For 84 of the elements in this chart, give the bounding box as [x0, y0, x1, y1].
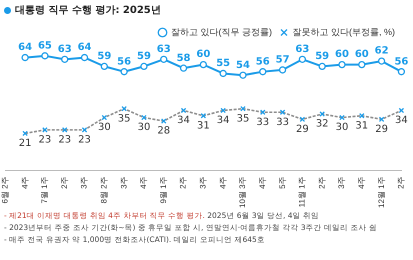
x-tick-label: 3주 — [80, 176, 89, 189]
data-label: 65 — [38, 40, 52, 52]
point — [21, 54, 29, 62]
x-tick-label: 5주 — [278, 176, 287, 189]
data-label: 23 — [58, 134, 72, 146]
data-label: 57 — [276, 54, 290, 66]
x-tick-label: 10월 3주 — [238, 176, 248, 208]
point — [160, 56, 168, 63]
legend-label: 잘못하고 있다(부정률, %) — [292, 26, 396, 37]
point — [80, 54, 88, 62]
x-tick-label: 2주 — [178, 176, 188, 189]
point — [378, 57, 386, 65]
data-label: 30 — [138, 122, 150, 134]
x-tick-label: 4주 — [139, 176, 148, 189]
x-tick-label: 4주 — [218, 176, 228, 189]
point — [140, 62, 148, 70]
data-label: 23 — [38, 134, 52, 146]
data-label: 34 — [395, 115, 408, 126]
data-label: 59 — [97, 50, 112, 62]
data-label: 33 — [256, 116, 270, 128]
point — [338, 60, 346, 68]
data-label: 60 — [196, 49, 210, 60]
data-label: 30 — [98, 122, 111, 134]
legend-label: 잘하고 있다(직무 긍정률) — [171, 26, 272, 37]
data-label: 21 — [18, 138, 32, 149]
data-label: 31 — [196, 120, 210, 132]
data-label: 30 — [336, 122, 348, 134]
x-tick-label: 6월 2주 — [0, 176, 10, 204]
point — [358, 60, 366, 68]
x-tick-label: 11월 1주 — [298, 176, 307, 208]
data-label: 55 — [216, 58, 230, 70]
data-label: 56 — [394, 56, 408, 68]
point — [200, 60, 207, 68]
data-label: 35 — [236, 113, 250, 124]
data-label: 59 — [315, 50, 330, 62]
data-label: 31 — [355, 120, 368, 132]
x-tick-label: 3주 — [198, 176, 208, 189]
data-label: 56 — [117, 56, 132, 68]
x-tick-label: 2주 — [317, 176, 326, 189]
data-label: 56 — [256, 56, 270, 68]
data-label: 63 — [156, 44, 171, 55]
x-tick-label: 2주 — [60, 176, 69, 189]
point — [259, 68, 266, 76]
data-label: 60 — [354, 49, 369, 60]
data-label: 62 — [374, 46, 389, 57]
x-tick-label: 3주 — [337, 176, 346, 189]
data-label: 29 — [296, 124, 309, 135]
data-label: 60 — [335, 49, 349, 60]
point — [278, 66, 286, 74]
data-label: 64 — [18, 42, 32, 54]
point — [398, 68, 406, 76]
data-label: 63 — [58, 44, 72, 55]
point — [220, 70, 227, 78]
x-tick-label: 12월 1주 — [376, 176, 386, 208]
data-label: 34 — [216, 115, 230, 126]
data-label: 64 — [78, 42, 92, 54]
chart-title: 대통령 직무 수행 평가: 2025년 — [15, 4, 161, 17]
point — [120, 68, 128, 76]
point — [239, 72, 247, 79]
data-label: 63 — [295, 44, 310, 55]
data-label: 59 — [136, 50, 151, 62]
point — [298, 56, 306, 63]
x-tick-label: 4주 — [20, 176, 30, 189]
point — [180, 64, 188, 72]
data-label: 32 — [316, 118, 329, 130]
x-tick-label: 4주 — [258, 176, 267, 189]
point — [100, 62, 108, 70]
point — [318, 62, 326, 70]
data-label: 29 — [375, 124, 388, 135]
x-tick-label: 8월 2주 — [100, 176, 109, 204]
data-label: 58 — [176, 52, 191, 64]
data-label: 33 — [276, 116, 289, 128]
data-label: 54 — [236, 60, 250, 71]
x-tick-label: 9월 1주 — [158, 176, 168, 204]
point — [41, 52, 49, 60]
point — [61, 56, 68, 63]
x-tick-label: 3주 — [119, 176, 128, 189]
x-tick-label: 7월 1주 — [40, 176, 50, 204]
x-tick-label: 2주 — [396, 176, 406, 189]
data-label: 23 — [78, 134, 91, 146]
data-label: 35 — [118, 113, 130, 124]
data-label: 34 — [177, 115, 190, 126]
x-tick-label: 4주 — [356, 176, 366, 189]
data-label: 28 — [157, 126, 170, 137]
